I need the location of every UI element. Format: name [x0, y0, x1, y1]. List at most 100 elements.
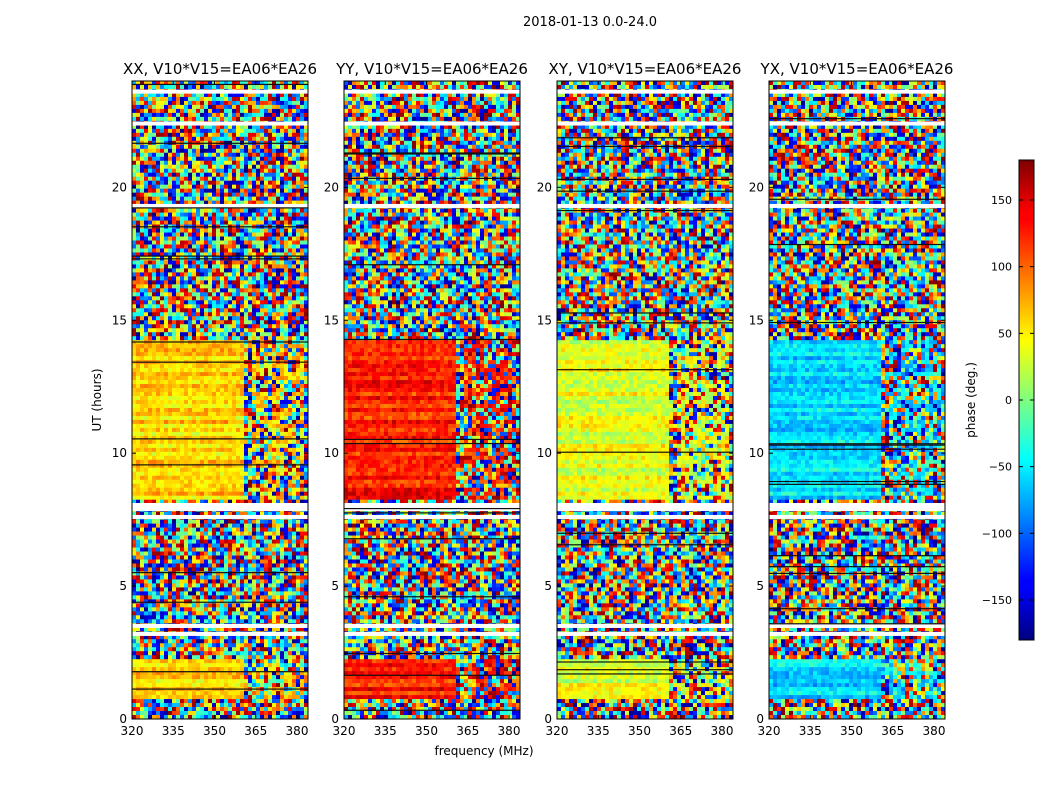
heatmap-cell	[240, 476, 244, 480]
heatmap-cell	[260, 528, 264, 532]
heatmap-cell	[164, 428, 168, 432]
heatmap-cell	[288, 133, 292, 137]
heatmap-cell	[192, 173, 196, 177]
heatmap-cell	[196, 308, 200, 312]
heatmap-cell	[232, 428, 236, 432]
heatmap-cell	[144, 244, 148, 248]
heatmap-cell	[264, 189, 268, 193]
heatmap-cell	[228, 440, 232, 444]
heatmap-cell	[156, 472, 160, 476]
heatmap-cell	[212, 320, 216, 324]
heatmap-cell	[156, 280, 160, 284]
heatmap-cell	[164, 244, 168, 248]
heatmap-cell	[224, 432, 228, 436]
heatmap-cell	[236, 173, 240, 177]
heatmap-cell	[196, 392, 200, 396]
heatmap-cell	[196, 117, 200, 121]
heatmap-cell	[264, 241, 268, 245]
heatmap-cell	[144, 276, 148, 280]
heatmap-cell	[164, 169, 168, 173]
heatmap-cell	[220, 97, 224, 101]
heatmap-cell	[184, 193, 188, 197]
heatmap-cell	[260, 113, 264, 117]
heatmap-cell	[172, 153, 176, 157]
heatmap-cell	[156, 488, 160, 492]
heatmap-cell	[264, 404, 268, 408]
heatmap-cell	[244, 185, 248, 189]
heatmap-cell	[156, 169, 160, 173]
heatmap-cell	[252, 476, 256, 480]
heatmap-cell	[264, 165, 268, 169]
heatmap-cell	[220, 496, 224, 500]
heatmap-cell	[248, 472, 252, 476]
heatmap-cell	[132, 85, 136, 89]
heatmap-cell	[196, 320, 200, 324]
heatmap-cell	[240, 177, 244, 181]
heatmap-cell	[196, 376, 200, 380]
heatmap-cell	[204, 161, 208, 165]
heatmap-cell	[252, 260, 256, 264]
heatmap-cell	[176, 364, 180, 368]
heatmap-cell	[248, 432, 252, 436]
heatmap-cell	[140, 364, 144, 368]
heatmap-cell	[284, 177, 288, 181]
heatmap-cell	[152, 260, 156, 264]
heatmap-cell	[228, 221, 232, 225]
heatmap-cell	[224, 304, 228, 308]
heatmap-cell	[276, 276, 280, 280]
heatmap-cell	[252, 296, 256, 300]
heatmap-cell	[180, 408, 184, 412]
heatmap-cell	[268, 328, 272, 332]
heatmap-cell	[296, 312, 300, 316]
heatmap-cell	[204, 181, 208, 185]
heatmap-cell	[244, 173, 248, 177]
heatmap-cell	[152, 488, 156, 492]
heatmap-cell	[276, 324, 280, 328]
heatmap-cell	[264, 161, 268, 165]
heatmap-cell	[264, 312, 268, 316]
heatmap-cell	[292, 424, 296, 428]
heatmap-cell	[212, 368, 216, 372]
heatmap-cell	[180, 476, 184, 480]
heatmap-cell	[224, 404, 228, 408]
heatmap-cell	[232, 85, 236, 89]
heatmap-cell	[160, 496, 164, 500]
heatmap-cell	[196, 177, 200, 181]
heatmap-cell	[264, 468, 268, 472]
heatmap-cell	[272, 440, 276, 444]
heatmap-cell	[132, 169, 136, 173]
heatmap-cell	[276, 456, 280, 460]
heatmap-cell	[264, 328, 268, 332]
heatmap-cell	[232, 424, 236, 428]
heatmap-cell	[140, 133, 144, 137]
heatmap-cell	[144, 189, 148, 193]
heatmap-cell	[148, 488, 152, 492]
heatmap-cell	[176, 85, 180, 89]
heatmap-cell	[140, 408, 144, 412]
heatmap-cell	[220, 328, 224, 332]
heatmap-cell	[260, 149, 264, 153]
heatmap-cell	[152, 432, 156, 436]
heatmap-cell	[276, 296, 280, 300]
heatmap-cell	[296, 384, 300, 388]
heatmap-cell	[152, 109, 156, 113]
heatmap-cell	[136, 260, 140, 264]
heatmap-cell	[192, 420, 196, 424]
heatmap-cell	[264, 320, 268, 324]
heatmap-cell	[204, 264, 208, 268]
heatmap-cell	[260, 452, 264, 456]
heatmap-cell	[168, 97, 172, 101]
heatmap-cell	[280, 213, 284, 217]
heatmap-cell	[292, 456, 296, 460]
heatmap-cell	[292, 153, 296, 157]
heatmap-cell	[232, 244, 236, 248]
heatmap-cell	[212, 428, 216, 432]
heatmap-cell	[248, 165, 252, 169]
heatmap-cell	[172, 117, 176, 121]
heatmap-cell	[216, 476, 220, 480]
heatmap-cell	[216, 332, 220, 336]
heatmap-cell	[176, 400, 180, 404]
heatmap-cell	[248, 452, 252, 456]
heatmap-cell	[260, 169, 264, 173]
heatmap-cell	[288, 268, 292, 272]
